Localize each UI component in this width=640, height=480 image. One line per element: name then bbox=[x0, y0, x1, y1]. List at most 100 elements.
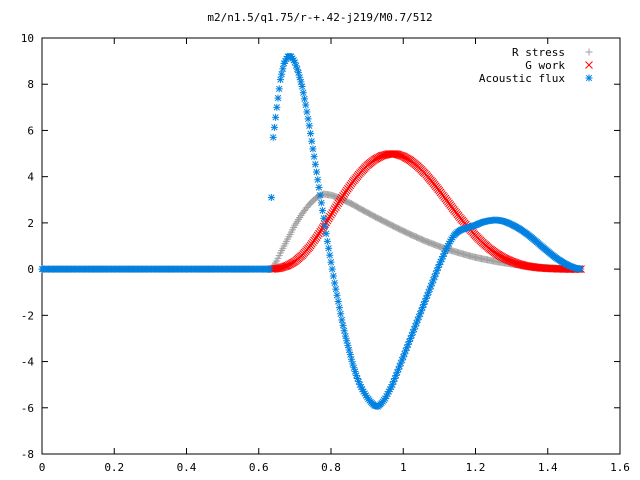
data-point bbox=[313, 168, 321, 176]
data-point bbox=[326, 251, 334, 259]
data-point bbox=[325, 212, 334, 221]
data-point bbox=[311, 160, 319, 168]
data-point bbox=[304, 115, 312, 123]
data-point bbox=[322, 230, 330, 238]
data-point bbox=[267, 193, 275, 201]
x-tick-label: 0 bbox=[39, 461, 46, 474]
legend-label: R stress bbox=[512, 46, 565, 59]
data-point bbox=[314, 176, 322, 184]
x-tick-label: 1.4 bbox=[538, 461, 558, 474]
data-point bbox=[338, 316, 346, 324]
data-point bbox=[346, 351, 354, 359]
data-point bbox=[303, 108, 311, 116]
data-point bbox=[331, 279, 339, 287]
data-point bbox=[337, 310, 345, 318]
data-point bbox=[319, 207, 327, 215]
data-point bbox=[344, 341, 352, 349]
y-tick-label: -8 bbox=[21, 448, 34, 461]
data-point bbox=[296, 73, 304, 81]
data-point bbox=[276, 76, 284, 84]
data-point bbox=[272, 113, 280, 121]
data-point bbox=[278, 70, 286, 78]
legend-marker bbox=[585, 61, 593, 69]
data-point bbox=[339, 321, 347, 329]
data-point bbox=[334, 297, 342, 305]
data-point bbox=[343, 337, 351, 345]
x-tick-label: 0.4 bbox=[177, 461, 197, 474]
data-point bbox=[308, 137, 316, 145]
data-point bbox=[332, 285, 340, 293]
data-point bbox=[298, 83, 306, 91]
data-point bbox=[333, 201, 341, 210]
data-point bbox=[266, 265, 274, 273]
y-tick-label: -2 bbox=[21, 309, 34, 322]
data-point bbox=[333, 291, 341, 299]
data-point bbox=[329, 207, 338, 215]
data-point bbox=[294, 69, 302, 77]
y-tick-label: 10 bbox=[21, 32, 34, 45]
x-tick-label: 1.6 bbox=[610, 461, 630, 474]
data-point bbox=[275, 85, 283, 93]
y-tick-label: -4 bbox=[21, 356, 35, 369]
data-point bbox=[270, 123, 278, 131]
data-point bbox=[398, 152, 406, 160]
data-point bbox=[328, 265, 336, 273]
data-point bbox=[335, 304, 343, 312]
data-point bbox=[327, 258, 335, 266]
x-tick-label: 0.6 bbox=[249, 461, 269, 474]
data-point bbox=[297, 78, 305, 86]
data-point bbox=[279, 65, 287, 73]
axis-ticks: 0 0.2 0.4 0.6 0.8 1 1.2 1.4 1.6 -8 -6 -4 -2 0 2 4 6 8 10 bbox=[21, 32, 630, 474]
data-point bbox=[330, 205, 339, 213]
data-point bbox=[321, 222, 329, 230]
legend-marker bbox=[585, 48, 593, 56]
y-tick-label: -6 bbox=[21, 402, 34, 415]
data-point bbox=[327, 210, 335, 219]
legend-label: G work bbox=[525, 59, 565, 72]
data-point bbox=[323, 237, 331, 245]
data-point bbox=[416, 310, 424, 318]
data-point bbox=[282, 262, 291, 270]
data-point bbox=[329, 272, 337, 280]
y-tick-label: 0 bbox=[27, 263, 34, 276]
data-point bbox=[315, 183, 323, 191]
legend-label: Acoustic flux bbox=[479, 72, 565, 85]
data-point bbox=[302, 101, 310, 109]
data-point bbox=[310, 153, 318, 161]
x-tick-label: 1 bbox=[400, 461, 407, 474]
y-tick-label: 4 bbox=[27, 171, 34, 184]
x-tick-label: 0.2 bbox=[104, 461, 124, 474]
y-tick-label: 8 bbox=[27, 78, 34, 91]
data-point bbox=[340, 327, 348, 335]
data-point bbox=[292, 62, 300, 70]
data-point bbox=[273, 103, 281, 111]
data-point bbox=[410, 325, 418, 333]
data-point bbox=[305, 122, 313, 130]
data-point bbox=[316, 191, 324, 199]
y-tick-label: 6 bbox=[27, 124, 34, 137]
data-point bbox=[328, 209, 337, 217]
data-point bbox=[317, 199, 325, 207]
data-point bbox=[307, 130, 315, 138]
data-point bbox=[576, 265, 584, 273]
series-layer bbox=[38, 52, 585, 411]
data-point bbox=[331, 203, 340, 211]
data-point bbox=[309, 145, 317, 153]
data-point bbox=[301, 95, 309, 103]
data-point bbox=[341, 332, 349, 340]
data-point bbox=[299, 89, 307, 97]
chart-title: m2/n1.5/q1.75/r-+.42-j219/M0.7/512 bbox=[207, 11, 432, 24]
data-point bbox=[320, 214, 328, 222]
legend-marker bbox=[585, 74, 593, 82]
data-point bbox=[345, 346, 353, 354]
data-point bbox=[347, 355, 355, 363]
x-tick-label: 0.8 bbox=[321, 461, 341, 474]
data-point bbox=[269, 133, 277, 141]
y-tick-label: 2 bbox=[27, 217, 34, 230]
x-tick-label: 1.2 bbox=[466, 461, 486, 474]
series-acoustic-flux bbox=[38, 52, 584, 411]
data-point bbox=[325, 244, 333, 252]
data-point bbox=[274, 94, 282, 102]
